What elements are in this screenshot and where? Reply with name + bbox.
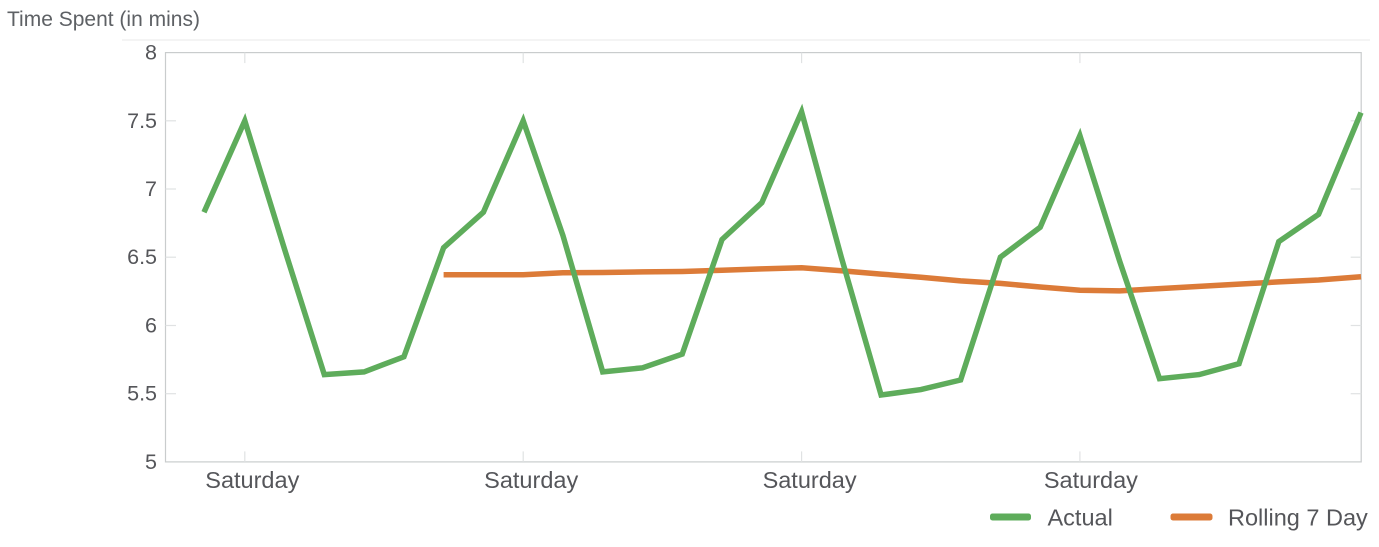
svg-text:Saturday: Saturday — [1044, 467, 1138, 493]
svg-text:Saturday: Saturday — [763, 467, 857, 493]
svg-text:7: 7 — [145, 177, 157, 201]
svg-text:Time Spent (in mins): Time Spent (in mins) — [7, 8, 200, 31]
svg-text:6.5: 6.5 — [127, 245, 157, 269]
svg-text:Saturday: Saturday — [484, 467, 578, 493]
svg-text:Saturday: Saturday — [205, 467, 299, 493]
svg-text:7.5: 7.5 — [127, 109, 157, 133]
svg-text:5.5: 5.5 — [127, 382, 157, 406]
svg-text:8: 8 — [145, 41, 157, 65]
svg-text:5: 5 — [145, 450, 157, 474]
svg-text:6: 6 — [145, 314, 157, 338]
svg-text:Actual: Actual — [1048, 505, 1113, 531]
svg-text:Rolling 7 Day: Rolling 7 Day — [1228, 505, 1368, 531]
